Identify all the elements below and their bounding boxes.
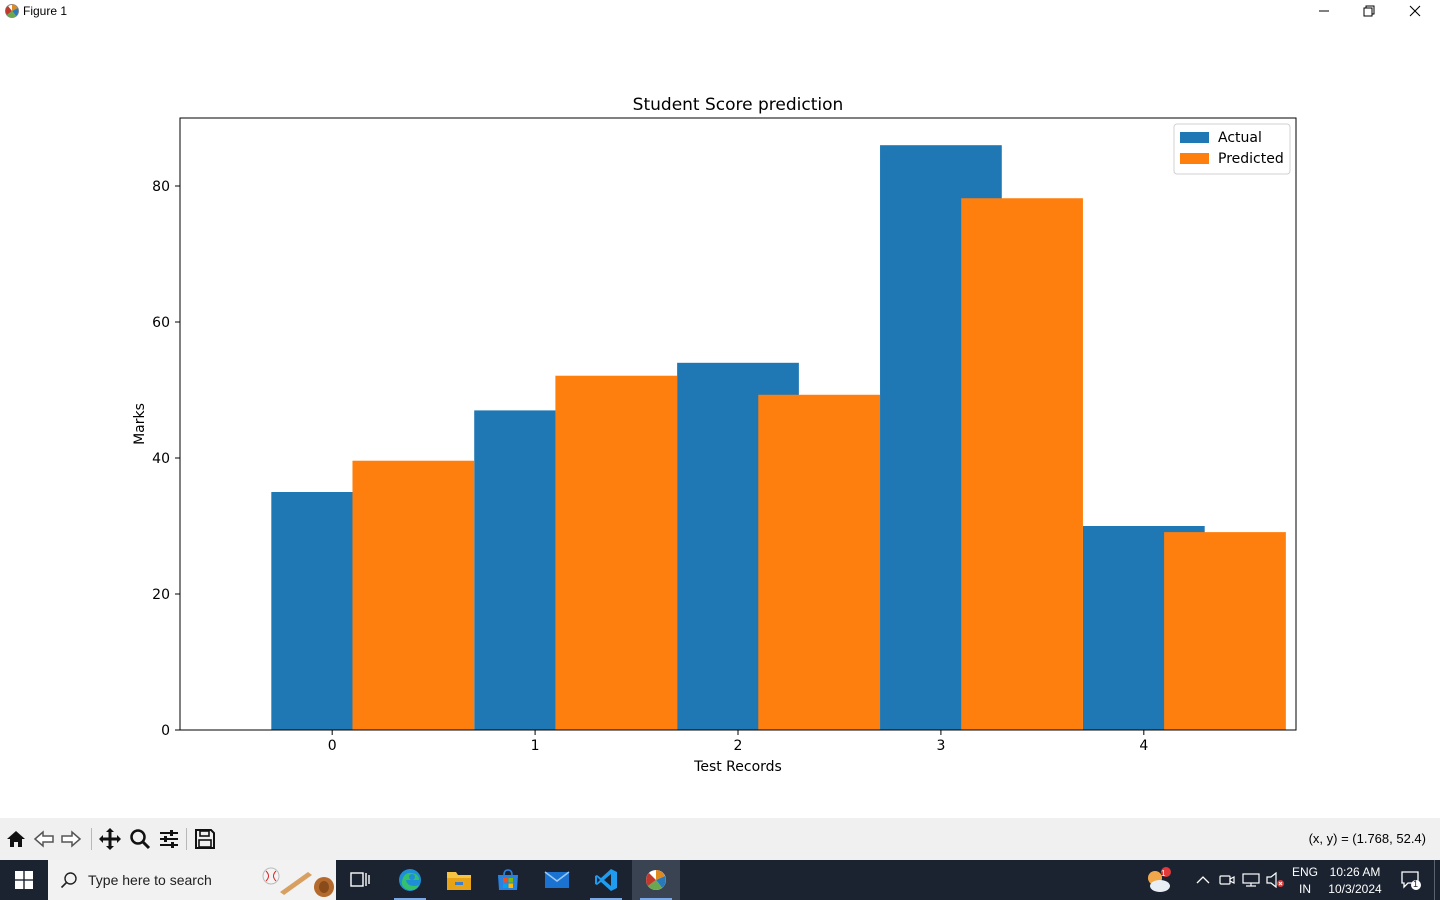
clock-date: 10/3/2024: [1328, 882, 1382, 896]
configure-subplots-icon: [160, 830, 178, 848]
taskbar-app-vscode[interactable]: [582, 860, 630, 900]
weather-icon: [1148, 867, 1171, 892]
mail-icon: [544, 871, 570, 888]
navigation-toolbar: (x, y) = (1.768, 52.4): [0, 818, 1440, 860]
meet-now-button[interactable]: [1216, 860, 1238, 900]
pan-icon: [99, 828, 121, 850]
x-tick-label: 2: [734, 738, 743, 754]
matplotlib-icon: [5, 4, 19, 18]
y-tick-label: 20: [152, 587, 170, 603]
clock-time: 10:26 AM: [1329, 865, 1381, 879]
y-tick-label: 60: [152, 315, 170, 331]
network-button[interactable]: [1240, 860, 1262, 900]
y-tick-label: 80: [152, 179, 170, 195]
home-button[interactable]: [4, 827, 28, 851]
pan-button[interactable]: [98, 827, 122, 851]
bar-predicted-1: [555, 375, 678, 730]
back-button[interactable]: [32, 827, 56, 851]
zoom-icon: [130, 829, 151, 850]
forward-icon: [61, 830, 82, 848]
meet-now-icon: [1219, 875, 1235, 885]
weather-widget[interactable]: 1: [1142, 860, 1176, 900]
back-icon: [33, 830, 54, 848]
vscode-icon: [595, 869, 617, 891]
volume-button[interactable]: [1264, 860, 1286, 900]
python-figure-icon: [646, 870, 666, 890]
edge-icon: [399, 869, 421, 891]
window-title: Figure 1: [23, 4, 68, 18]
save-button[interactable]: [193, 827, 217, 851]
y-tick-label: 0: [161, 723, 170, 739]
save-icon: [195, 829, 215, 849]
restore-icon: [1363, 5, 1375, 17]
show-hidden-icons-button[interactable]: [1192, 860, 1214, 900]
figure-canvas[interactable]: 0 1 2 3 4 0 20 40 60 80 Student Score prediction Te…: [0, 24, 1440, 818]
bar-predicted-2: [758, 394, 881, 730]
legend-label-predicted: Predicted: [1218, 151, 1284, 167]
search-placeholder: Type here to search: [88, 872, 212, 888]
bar-predicted-3: [961, 198, 1083, 731]
start-button[interactable]: [0, 860, 48, 900]
file-explorer-icon: [447, 872, 471, 890]
search-icon: [60, 872, 77, 889]
show-desktop-button[interactable]: [1434, 860, 1440, 900]
taskbar-app-file-explorer[interactable]: [435, 860, 483, 900]
bar-predicted-4: [1164, 532, 1286, 730]
taskbar-clock[interactable]: 10:26 AM 10/3/2024: [1322, 864, 1388, 898]
toolbar-separator: [91, 828, 92, 850]
close-button[interactable]: [1392, 0, 1438, 22]
task-view-button[interactable]: [336, 860, 384, 900]
y-tick-label: 40: [152, 451, 170, 467]
minimize-icon: [1319, 10, 1329, 12]
microsoft-store-icon: [498, 869, 518, 890]
taskbar-app-mail[interactable]: [533, 860, 581, 900]
action-center-button[interactable]: 1: [1394, 860, 1428, 900]
bar-predicted-0: [352, 460, 475, 730]
y-axis-label: Marks: [132, 403, 148, 445]
cursor-coordinates: (x, y) = (1.768, 52.4): [1308, 831, 1426, 846]
taskbar-app-figure[interactable]: [632, 860, 680, 900]
x-tick-label: 4: [1139, 738, 1148, 754]
legend-swatch-predicted: [1180, 153, 1209, 164]
notification-icon: [1401, 871, 1421, 890]
home-icon: [7, 831, 25, 847]
minimize-button[interactable]: [1301, 0, 1347, 22]
x-tick-label: 0: [328, 738, 337, 754]
legend-swatch-actual: [1180, 132, 1209, 143]
zoom-button[interactable]: [128, 827, 152, 851]
region-code: IN: [1299, 882, 1311, 896]
notification-count: 1: [1413, 879, 1419, 889]
restore-button[interactable]: [1346, 0, 1392, 22]
legend-label-actual: Actual: [1218, 130, 1262, 146]
chart-title: Student Score prediction: [633, 95, 844, 115]
close-icon: [1409, 5, 1421, 17]
x-axis-label: Test Records: [693, 759, 782, 775]
x-tick-label: 1: [531, 738, 540, 754]
taskbar-search-box[interactable]: Type here to search: [48, 860, 336, 900]
window-title-bar: Figure 1: [0, 0, 1440, 24]
configure-subplots-button[interactable]: [157, 827, 181, 851]
chevron-up-icon: [1196, 876, 1210, 884]
weather-badge-count: 1: [1161, 869, 1166, 878]
task-view-icon: [350, 872, 370, 887]
taskbar: Type here to search: [0, 860, 1440, 900]
toolbar-separator: [186, 828, 187, 850]
x-tick-label: 3: [936, 738, 945, 754]
baseball-highlight-icon: [262, 867, 334, 897]
taskbar-app-store[interactable]: [484, 860, 532, 900]
taskbar-app-edge[interactable]: [386, 860, 434, 900]
language-code: ENG: [1291, 865, 1318, 879]
forward-button[interactable]: [59, 827, 83, 851]
network-icon: [1242, 873, 1260, 887]
input-language-indicator[interactable]: ENG IN: [1290, 864, 1320, 898]
windows-logo-icon: [15, 871, 33, 889]
volume-muted-icon: [1266, 872, 1284, 888]
